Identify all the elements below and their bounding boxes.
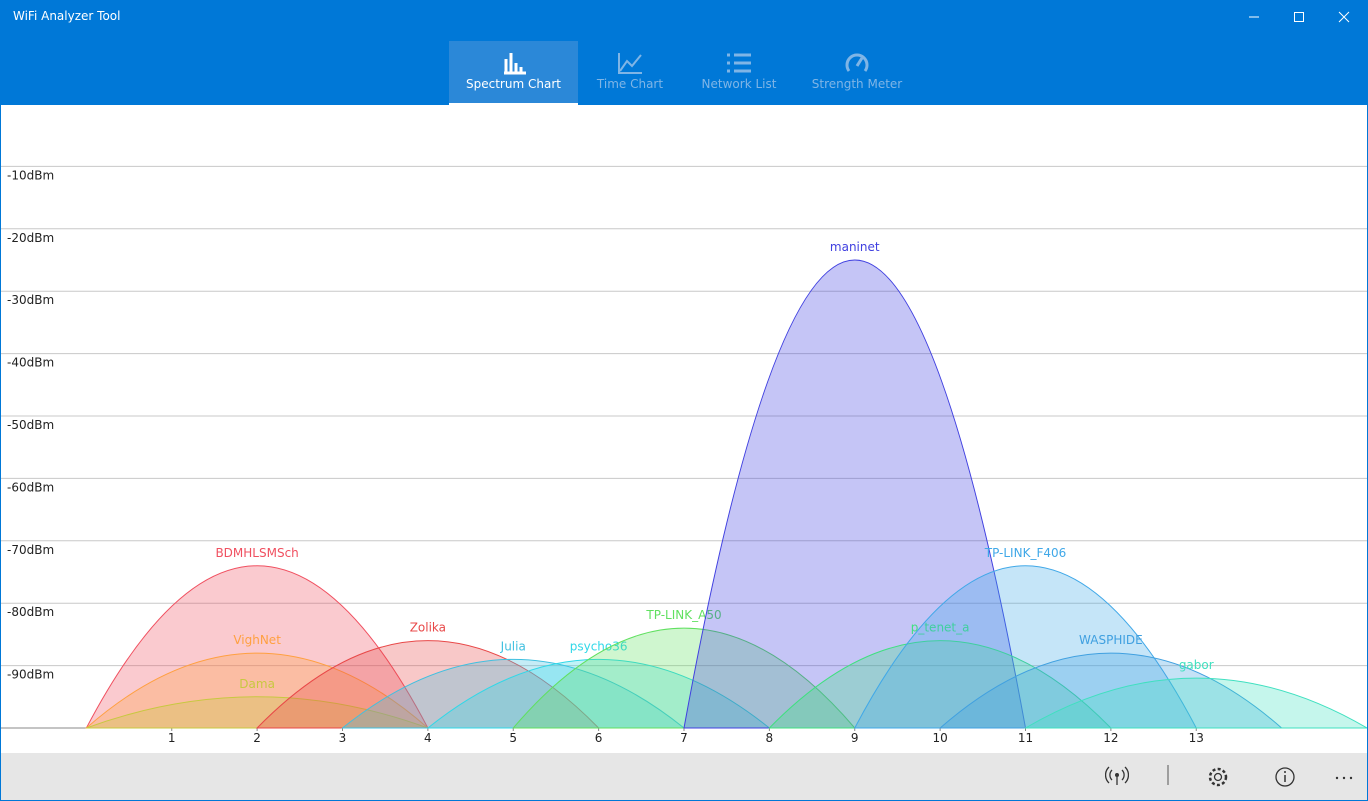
info-button[interactable] bbox=[1273, 765, 1297, 789]
network-curve bbox=[86, 696, 429, 729]
app-title: WiFi Analyzer Tool bbox=[13, 9, 121, 23]
x-tick-label: 4 bbox=[424, 731, 432, 745]
tab[interactable]: Strength Meter bbox=[793, 41, 921, 105]
network-curve bbox=[768, 640, 1113, 729]
network-curve bbox=[683, 259, 1027, 729]
network-label: TP-LINK_A50 bbox=[645, 608, 721, 622]
network-curve bbox=[341, 659, 686, 729]
network-curve bbox=[426, 659, 771, 729]
tab[interactable]: Spectrum Chart bbox=[449, 41, 578, 105]
tab-label: Time Chart bbox=[596, 77, 664, 91]
command-bar bbox=[1, 753, 1367, 800]
settings-button[interactable] bbox=[1206, 765, 1230, 789]
network-label: gabor bbox=[1179, 658, 1214, 672]
x-tick-label: 10 bbox=[932, 731, 947, 745]
network-curve bbox=[85, 652, 430, 729]
x-tick-label: 9 bbox=[851, 731, 859, 745]
minimize-button[interactable] bbox=[1244, 7, 1264, 27]
x-tick-label: 13 bbox=[1189, 731, 1204, 745]
y-tick-label: -10dBm bbox=[7, 168, 54, 182]
y-tick-label: -20dBm bbox=[7, 231, 54, 245]
x-tick-label: 6 bbox=[595, 731, 603, 745]
y-tick-label: -30dBm bbox=[7, 293, 54, 307]
spectrum-chart: -10dBm -20dBm -30dBm -40dBm -50dBm -60dBm -70d… bbox=[1, 165, 1367, 745]
x-tick-label: 11 bbox=[1018, 731, 1033, 745]
scan-button[interactable] bbox=[1105, 765, 1129, 789]
y-tick-label: -80dBm bbox=[7, 605, 54, 619]
tab-icon bbox=[727, 53, 751, 73]
network-label: WASPHIDE bbox=[1079, 633, 1143, 647]
tab-label: Network List bbox=[701, 77, 777, 91]
y-tick-label: -60dBm bbox=[7, 480, 54, 494]
network-label: Julia bbox=[500, 639, 526, 653]
network-label: maninet bbox=[830, 240, 880, 254]
y-tick-label: -40dBm bbox=[7, 356, 54, 370]
network-label: p_tenet_a bbox=[911, 621, 970, 635]
x-tick-label: 7 bbox=[680, 731, 688, 745]
y-tick-label: -90dBm bbox=[7, 668, 54, 682]
x-tick-label: 8 bbox=[766, 731, 774, 745]
tab[interactable]: Network List bbox=[675, 41, 803, 105]
tab-icon bbox=[845, 53, 869, 72]
network-label: Zolika bbox=[410, 621, 446, 635]
maximize-button[interactable] bbox=[1289, 7, 1309, 27]
close-button[interactable] bbox=[1334, 7, 1354, 27]
network-label: psycho36 bbox=[570, 639, 628, 653]
tab-label: Spectrum Chart bbox=[466, 77, 561, 91]
y-tick-label: -70dBm bbox=[7, 543, 54, 557]
network-curve bbox=[853, 565, 1198, 729]
y-tick-label: -50dBm bbox=[7, 418, 54, 432]
network-curve bbox=[1023, 677, 1367, 729]
network-label: TP-LINK_F406 bbox=[984, 546, 1067, 560]
network-label: Dama bbox=[239, 677, 275, 691]
network-curve bbox=[85, 565, 429, 729]
network-curve bbox=[512, 627, 856, 729]
network-label: BDMHLSMSch bbox=[215, 546, 298, 560]
network-curve bbox=[255, 640, 600, 729]
network-label: VighNet bbox=[233, 633, 281, 647]
separator bbox=[1167, 765, 1169, 785]
tab-icon bbox=[618, 53, 642, 74]
x-tick-label: 12 bbox=[1103, 731, 1118, 745]
tab-label: Strength Meter bbox=[811, 77, 903, 91]
x-tick-label: 5 bbox=[509, 731, 517, 745]
x-tick-label: 3 bbox=[339, 731, 347, 745]
tab-icon bbox=[503, 53, 526, 75]
x-tick-label: 1 bbox=[168, 731, 176, 745]
title-bar: WiFi Analyzer Tool Spectrum Chart Time C… bbox=[1, 1, 1367, 105]
tab[interactable]: Time Chart bbox=[566, 41, 694, 105]
more-button[interactable] bbox=[1333, 765, 1357, 789]
x-tick-label: 2 bbox=[253, 731, 261, 745]
